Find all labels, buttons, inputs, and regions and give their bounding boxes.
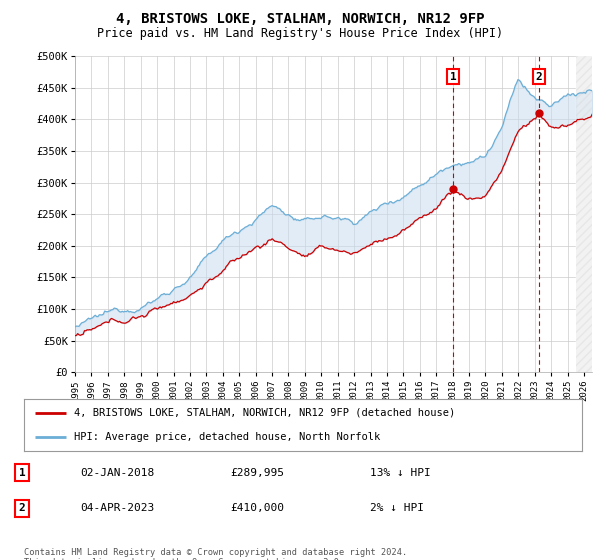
Text: 2: 2 xyxy=(536,72,542,82)
Bar xyxy=(576,56,592,372)
Text: Price paid vs. HM Land Registry's House Price Index (HPI): Price paid vs. HM Land Registry's House … xyxy=(97,27,503,40)
Text: 1: 1 xyxy=(449,72,457,82)
Text: 2: 2 xyxy=(19,503,25,514)
Text: £289,995: £289,995 xyxy=(230,468,284,478)
Text: HPI: Average price, detached house, North Norfolk: HPI: Average price, detached house, Nort… xyxy=(74,432,380,442)
Text: 04-APR-2023: 04-APR-2023 xyxy=(80,503,154,514)
Text: 1: 1 xyxy=(19,468,25,478)
Text: £410,000: £410,000 xyxy=(230,503,284,514)
Text: 4, BRISTOWS LOKE, STALHAM, NORWICH, NR12 9FP: 4, BRISTOWS LOKE, STALHAM, NORWICH, NR12… xyxy=(116,12,484,26)
Text: 4, BRISTOWS LOKE, STALHAM, NORWICH, NR12 9FP (detached house): 4, BRISTOWS LOKE, STALHAM, NORWICH, NR12… xyxy=(74,408,455,418)
Text: Contains HM Land Registry data © Crown copyright and database right 2024.
This d: Contains HM Land Registry data © Crown c… xyxy=(24,548,407,560)
Text: 13% ↓ HPI: 13% ↓ HPI xyxy=(370,468,431,478)
Text: 2% ↓ HPI: 2% ↓ HPI xyxy=(370,503,424,514)
Bar xyxy=(576,56,592,372)
Text: 02-JAN-2018: 02-JAN-2018 xyxy=(80,468,154,478)
